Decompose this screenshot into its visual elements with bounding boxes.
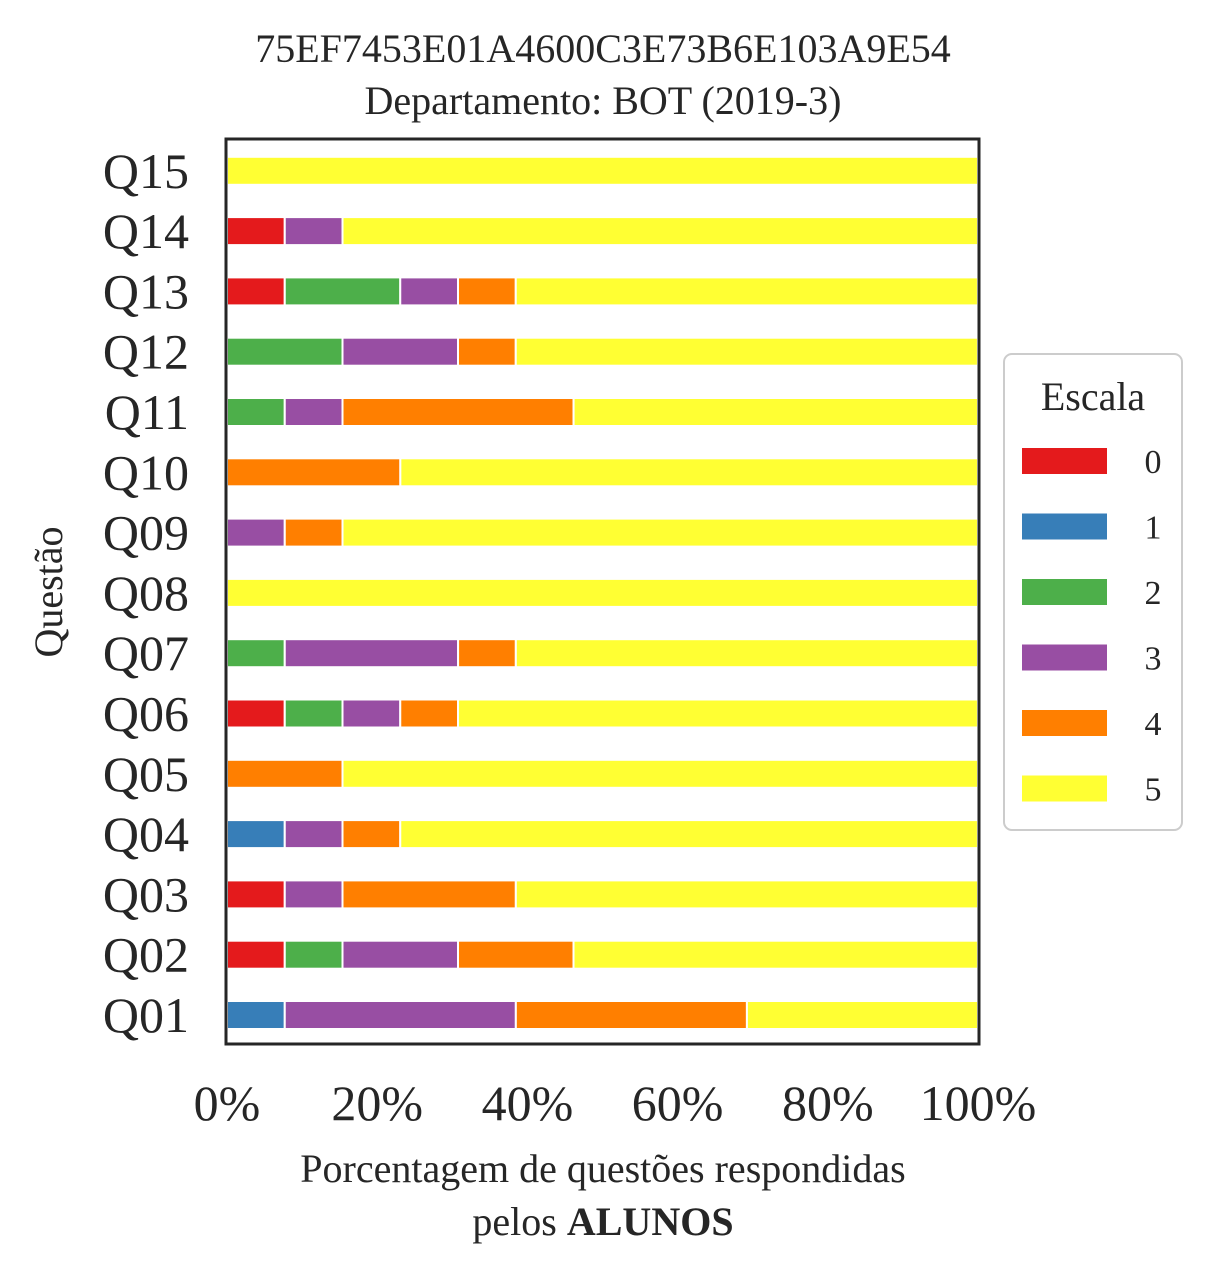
bar-q13-scale-0 <box>226 276 286 307</box>
bar-q05-scale-4 <box>226 758 344 789</box>
bar-q10-scale-5 <box>399 457 979 488</box>
x-axis-label-line1: Porcentagem de questões respondidas <box>300 1146 905 1191</box>
y-tick-q15: Q15 <box>103 143 189 199</box>
x-tick-20: 20% <box>331 1075 423 1131</box>
x-tick-80: 80% <box>782 1075 874 1131</box>
bar-q11-scale-5 <box>572 397 979 427</box>
bar-q12-scale-2 <box>226 336 344 367</box>
x-tick-labels: 0% 20% 40% 60% 80% 100% <box>194 1075 1037 1131</box>
bar-q12-scale-5 <box>514 336 979 367</box>
legend-swatch-0 <box>1022 448 1107 474</box>
bar-q09-scale-3 <box>226 517 286 548</box>
bar-q14-scale-3 <box>283 216 344 247</box>
bar-q02-scale-0 <box>226 939 286 970</box>
legend-swatch-1 <box>1022 513 1107 540</box>
bar-q11-scale-2 <box>226 397 286 427</box>
bar-q07-scale-3 <box>283 638 460 669</box>
bar-q06-scale-2 <box>283 698 344 729</box>
legend-swatch-5 <box>1022 775 1107 802</box>
bar-q01-scale-1 <box>226 1000 286 1030</box>
bar-q13-scale-2 <box>283 276 402 307</box>
legend-items: 0 1 2 3 4 5 <box>1022 444 1162 809</box>
bar-q11-scale-4 <box>341 397 575 427</box>
legend: Escala 0 1 2 3 4 5 <box>1003 353 1183 831</box>
x-axis-label-prefix: pelos <box>472 1199 566 1244</box>
bar-q14-scale-0 <box>226 216 286 247</box>
bar-q08-scale-5 <box>226 577 979 608</box>
bar-q12-scale-3 <box>341 336 460 367</box>
x-tick-100: 100% <box>920 1075 1037 1131</box>
bar-q02-scale-2 <box>283 939 344 970</box>
x-axis-label-line2: pelos ALUNOS <box>472 1199 733 1244</box>
y-tick-q11: Q11 <box>105 384 189 440</box>
x-tick-60: 60% <box>632 1075 724 1131</box>
chart-title-line1: 75EF7453E01A4600C3E73B6E103A9E54 <box>255 26 951 71</box>
bar-q01-scale-4 <box>514 1000 748 1030</box>
bars-group <box>226 155 980 1030</box>
bar-q06-scale-5 <box>457 698 979 729</box>
y-tick-q12: Q12 <box>103 324 189 380</box>
bar-q02-scale-3 <box>341 939 460 970</box>
y-tick-q08: Q08 <box>103 565 189 621</box>
y-tick-labels: Q01Q02Q03Q04Q05Q06Q07Q08Q09Q10Q11Q12Q13Q… <box>103 143 189 1043</box>
bar-q06-scale-4 <box>399 698 460 729</box>
bar-q05-scale-5 <box>341 758 980 789</box>
bar-q04-scale-1 <box>226 819 286 850</box>
y-tick-q10: Q10 <box>103 444 189 500</box>
legend-swatch-3 <box>1022 644 1107 671</box>
bar-q12-scale-4 <box>457 336 517 367</box>
legend-label-4: 4 <box>1145 706 1162 743</box>
bar-q15-scale-5 <box>226 155 979 186</box>
bar-q03-scale-4 <box>341 879 517 910</box>
legend-label-3: 3 <box>1145 641 1162 678</box>
x-tick-40: 40% <box>482 1075 574 1131</box>
y-tick-q09: Q09 <box>103 505 189 561</box>
bar-q04-scale-3 <box>283 819 344 850</box>
bar-q13-scale-5 <box>514 276 979 307</box>
legend-swatch-4 <box>1022 710 1107 736</box>
y-tick-q03: Q03 <box>103 866 189 922</box>
bar-q03-scale-0 <box>226 879 286 910</box>
bar-q04-scale-4 <box>341 819 402 850</box>
bar-q09-scale-4 <box>283 517 344 548</box>
y-tick-q14: Q14 <box>103 203 189 259</box>
bar-q09-scale-5 <box>341 517 980 548</box>
legend-label-0: 0 <box>1145 444 1162 481</box>
x-axis-label-bold: ALUNOS <box>567 1199 734 1244</box>
bar-q04-scale-5 <box>399 819 979 850</box>
y-tick-q06: Q06 <box>103 686 189 742</box>
bar-q02-scale-5 <box>572 939 979 970</box>
y-tick-q01: Q01 <box>103 987 189 1043</box>
bar-q01-scale-5 <box>745 1000 979 1030</box>
x-tick-0: 0% <box>194 1075 261 1131</box>
legend-label-5: 5 <box>1145 772 1162 809</box>
y-axis-label: Questão <box>26 526 71 657</box>
bar-q03-scale-5 <box>514 879 979 910</box>
legend-label-1: 1 <box>1145 510 1162 547</box>
bar-q03-scale-3 <box>283 879 344 910</box>
bar-q06-scale-0 <box>226 698 286 729</box>
bar-q07-scale-4 <box>457 638 517 669</box>
y-tick-q02: Q02 <box>103 927 189 983</box>
bar-q13-scale-4 <box>457 276 517 307</box>
y-tick-q07: Q07 <box>103 625 189 681</box>
bar-q07-scale-2 <box>226 638 286 669</box>
y-tick-q05: Q05 <box>103 746 189 802</box>
bar-q14-scale-5 <box>341 216 980 247</box>
y-tick-q04: Q04 <box>103 806 189 862</box>
bar-q13-scale-3 <box>399 276 460 307</box>
bar-q06-scale-3 <box>341 698 402 729</box>
bar-q11-scale-3 <box>283 397 344 427</box>
bar-q02-scale-4 <box>457 939 575 970</box>
legend-title: Escala <box>1041 374 1146 419</box>
bar-q01-scale-3 <box>283 1000 517 1030</box>
chart-title-line2: Departamento: BOT (2019-3) <box>365 78 842 123</box>
bar-q07-scale-5 <box>514 638 979 669</box>
plot-frame <box>224 137 981 1046</box>
legend-swatch-2 <box>1022 579 1107 605</box>
y-tick-q13: Q13 <box>103 263 189 319</box>
legend-label-2: 2 <box>1145 575 1162 612</box>
bar-q10-scale-4 <box>226 457 402 488</box>
